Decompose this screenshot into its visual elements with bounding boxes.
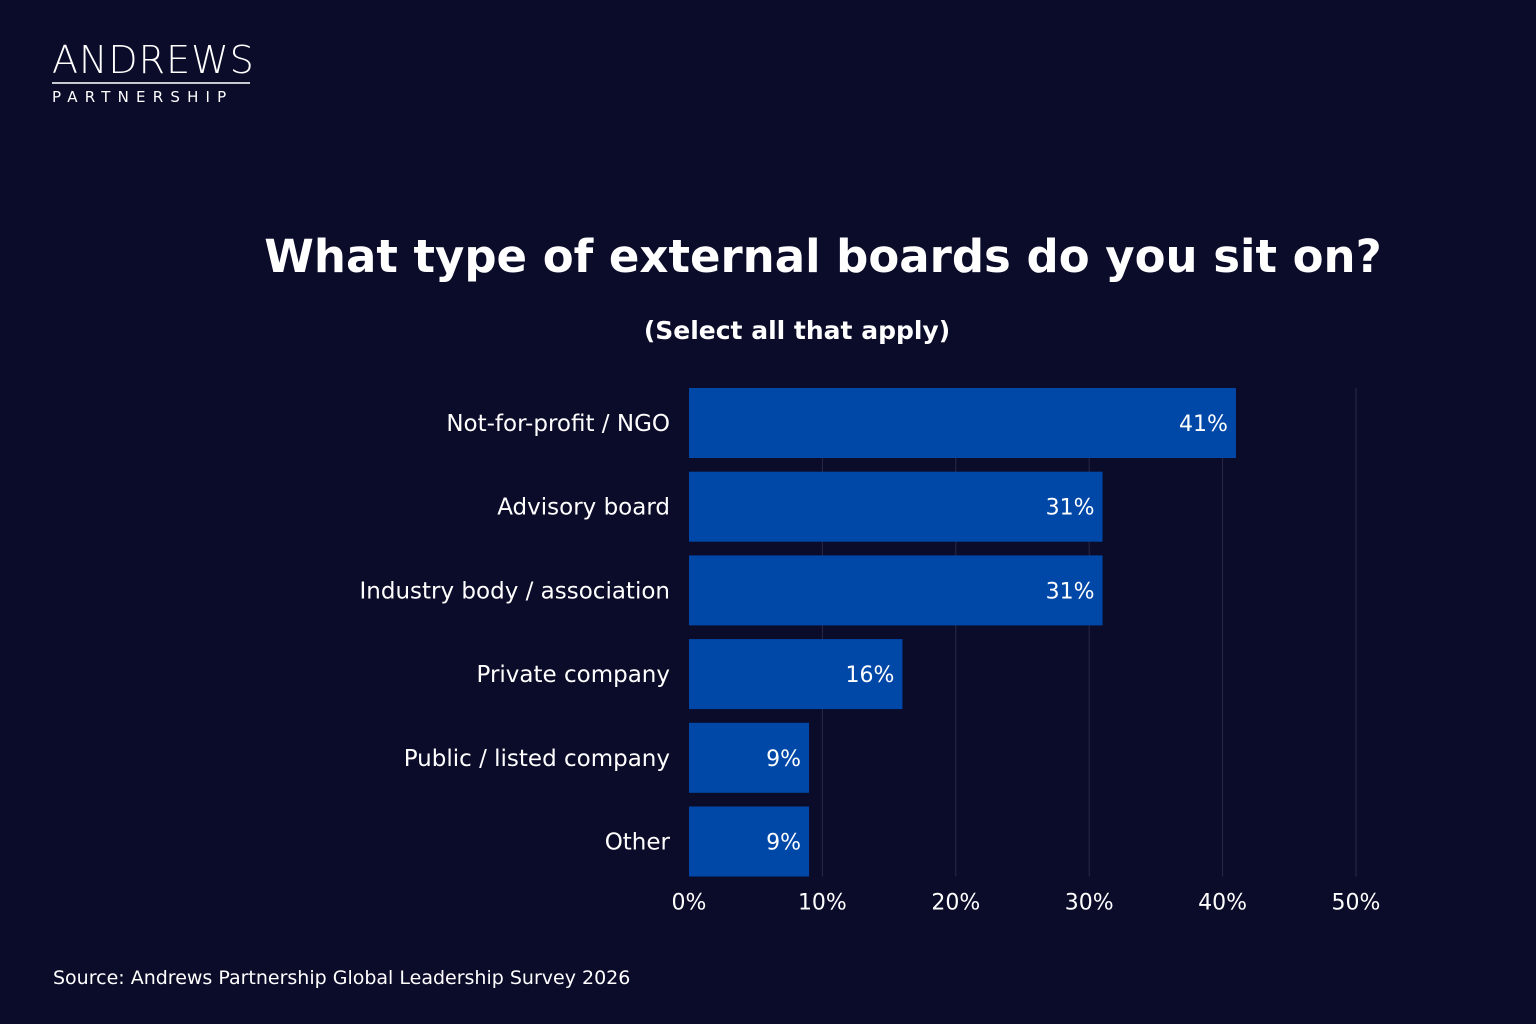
category-label: Advisory board xyxy=(497,495,670,521)
logo-divider xyxy=(52,82,250,84)
category-label: Other xyxy=(605,830,671,856)
bar xyxy=(689,471,1103,542)
data-label: 9% xyxy=(766,831,801,856)
logo: ANDREWS PARTNERSHIP xyxy=(52,38,255,106)
x-tick-label: 40% xyxy=(1198,891,1247,916)
chart-subtitle: (Select all that apply) xyxy=(643,316,951,345)
x-tick-label: 50% xyxy=(1332,891,1381,916)
x-tick-label: 10% xyxy=(798,891,847,916)
bar xyxy=(689,806,810,877)
source-note: Source: Andrews Partnership Global Leade… xyxy=(53,967,631,989)
data-label: 31% xyxy=(1046,496,1095,521)
data-label: 31% xyxy=(1046,579,1095,604)
bar xyxy=(689,639,903,710)
category-label: Not-for-profit / NGO xyxy=(446,411,670,437)
data-label: 41% xyxy=(1179,412,1228,437)
x-tick-label: 0% xyxy=(672,891,707,916)
category-label: Industry body / association xyxy=(360,578,671,604)
x-tick-label: 30% xyxy=(1065,891,1114,916)
category-label: Public / listed company xyxy=(404,746,670,772)
logo-main-text: ANDREWS xyxy=(52,38,255,82)
bar xyxy=(689,722,810,793)
x-tick-label: 20% xyxy=(931,891,980,916)
bar xyxy=(689,555,1103,626)
data-label: 9% xyxy=(766,747,801,772)
chart-title: What type of external boards do you sit … xyxy=(264,230,1382,283)
bar xyxy=(689,388,1236,458)
data-label: 16% xyxy=(846,663,895,688)
category-label: Private company xyxy=(476,662,670,688)
logo-sub-text: PARTNERSHIP xyxy=(52,88,234,106)
